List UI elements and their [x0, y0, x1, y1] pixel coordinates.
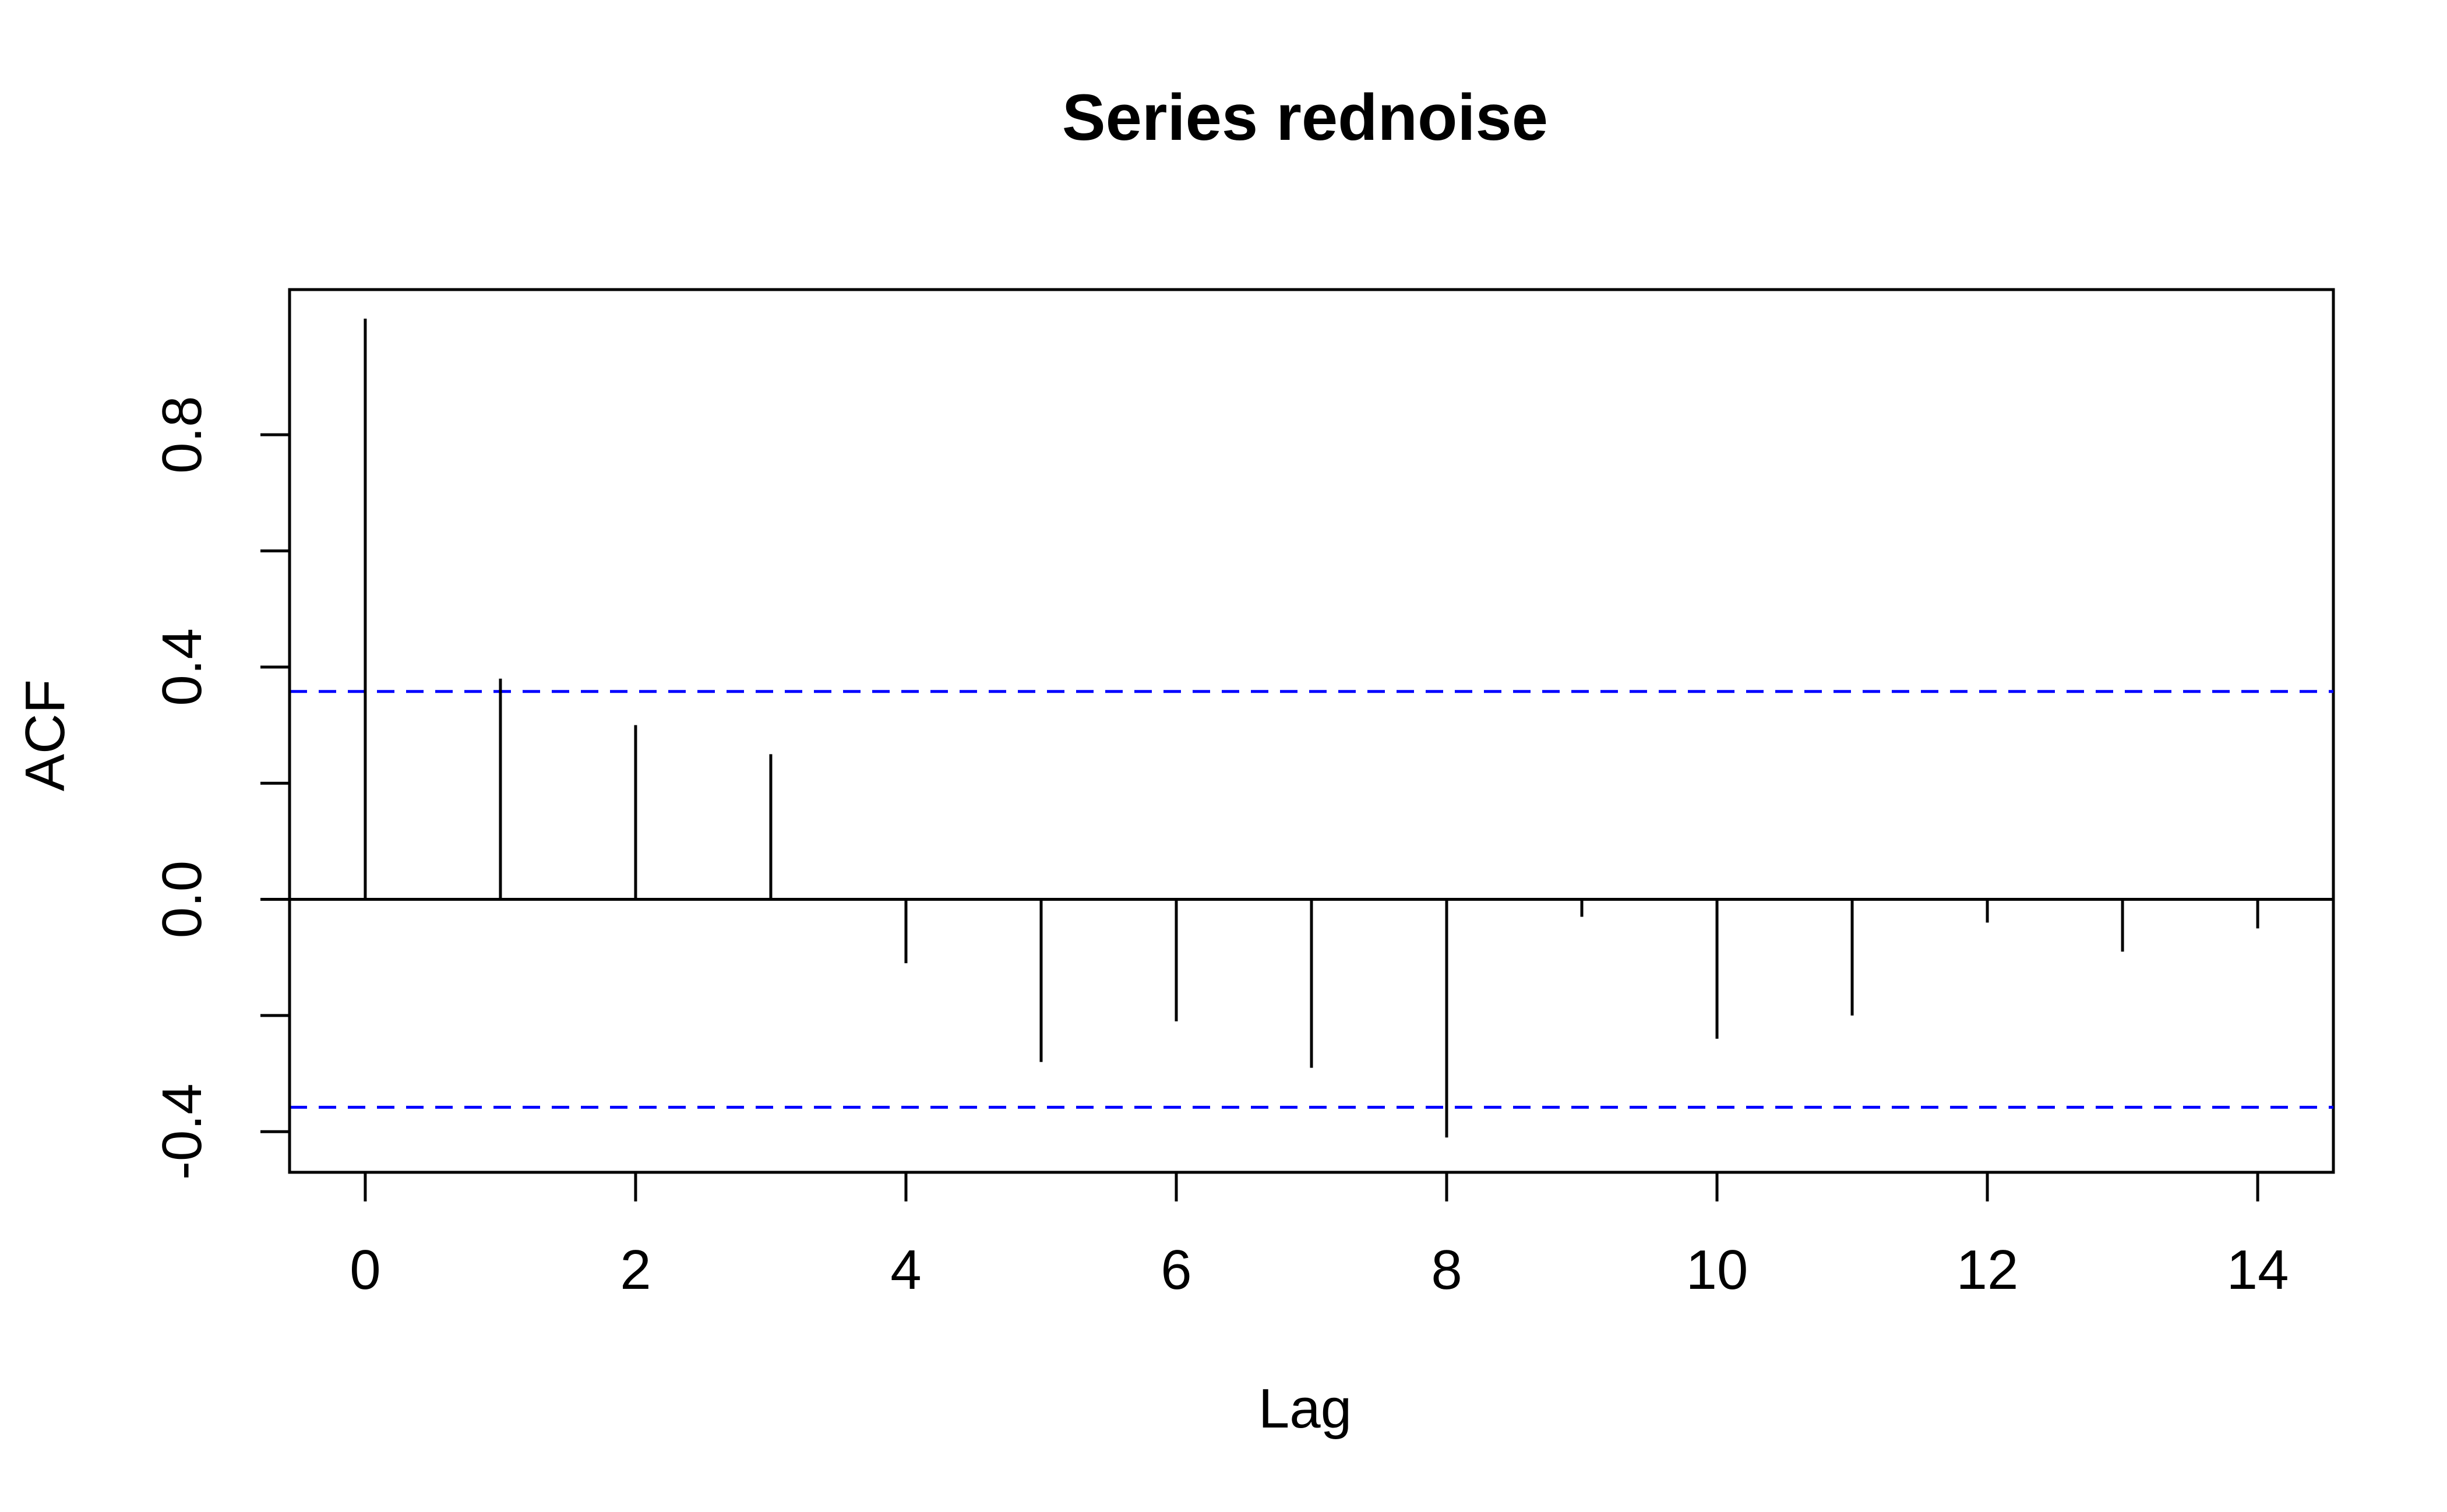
- y-tick-label: 0.8: [151, 396, 213, 473]
- x-tick-label: 12: [1956, 1239, 2019, 1301]
- chart-title: Series rednoise: [1062, 81, 1548, 154]
- y-axis-label: ACF: [14, 679, 76, 791]
- x-tick-label: 8: [1431, 1239, 1462, 1301]
- x-tick-label: 6: [1161, 1239, 1191, 1301]
- x-tick-label: 0: [350, 1239, 380, 1301]
- x-tick-label: 10: [1686, 1239, 1748, 1301]
- x-tick-label: 14: [2227, 1239, 2289, 1301]
- x-tick-label: 4: [890, 1239, 921, 1301]
- x-tick-label: 2: [620, 1239, 651, 1301]
- y-tick-label: 0.4: [151, 628, 213, 706]
- y-tick-label: -0.4: [151, 1084, 213, 1180]
- x-axis-label: Lag: [1258, 1377, 1352, 1440]
- y-tick-label: 0.0: [151, 861, 213, 938]
- chart-marks: 0 2 4 6 8 10 12 14 -0.4 0.0 0.4 0.8: [151, 318, 2333, 1301]
